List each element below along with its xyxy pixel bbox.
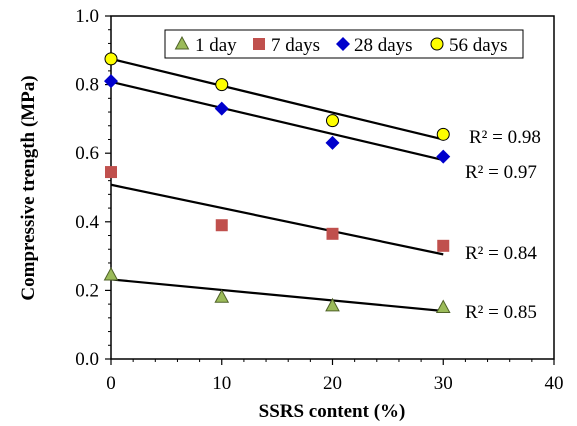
legend-label: 56 days xyxy=(449,35,508,56)
legend-marker xyxy=(253,38,265,50)
trendline xyxy=(110,57,444,141)
r2-label: R² = 0.85 xyxy=(465,302,537,323)
data-point xyxy=(214,289,230,303)
data-point xyxy=(326,114,339,128)
legend-label: 28 days xyxy=(354,35,413,56)
x-axis: 0 10 20 30 40 xyxy=(106,359,564,394)
legend: 1 day 7 days 28 days 56 days xyxy=(164,29,524,59)
trendlines xyxy=(110,57,444,313)
r2-label: R² = 0.98 xyxy=(469,127,541,148)
data-point xyxy=(325,297,340,312)
y-tick-label: 0.0 xyxy=(75,349,99,370)
legend-marker xyxy=(174,35,190,50)
r2-label: R² = 0.97 xyxy=(465,162,537,183)
data-point xyxy=(103,266,119,281)
trendline xyxy=(110,278,444,313)
data-point xyxy=(326,227,339,240)
data-points xyxy=(103,52,451,314)
y-tick-label: 0.8 xyxy=(75,75,99,96)
legend-label: 1 day xyxy=(195,35,237,56)
legend-label: 7 days xyxy=(271,35,320,56)
x-tick-label: 10 xyxy=(212,373,231,394)
data-point xyxy=(436,149,451,164)
x-tick-label: 30 xyxy=(434,373,453,394)
legend-marker xyxy=(336,37,350,51)
data-point xyxy=(435,299,451,314)
data-point xyxy=(437,239,450,252)
trendline xyxy=(110,183,444,256)
x-axis-title: SSRS content (%) xyxy=(259,401,406,422)
trendline xyxy=(110,80,444,162)
y-tick-label: 0.6 xyxy=(75,143,99,164)
data-point xyxy=(436,127,450,141)
data-point xyxy=(104,52,118,66)
data-point xyxy=(325,135,340,150)
r2-label: R² = 0.84 xyxy=(465,243,537,264)
data-point xyxy=(105,166,117,179)
x-tick-label: 20 xyxy=(323,373,342,394)
data-point xyxy=(214,101,229,116)
legend-marker xyxy=(430,37,444,51)
y-tick-label: 0.4 xyxy=(75,212,99,233)
y-tick-label: 0.2 xyxy=(75,280,99,301)
data-point xyxy=(215,219,228,232)
r2-labels: R² = 0.85 R² = 0.84 R² = 0.97 R² = 0.98 xyxy=(465,127,541,323)
y-tick-label: 1.0 xyxy=(75,6,99,27)
data-point xyxy=(215,78,229,92)
data-point xyxy=(104,74,118,89)
y-axis: 0.0 0.2 0.4 0.6 0.8 1.0 xyxy=(75,6,111,370)
x-tick-label: 40 xyxy=(545,373,564,394)
x-tick-label: 0 xyxy=(106,373,116,394)
y-axis-title: Compressive trength (MPa) xyxy=(18,75,39,300)
